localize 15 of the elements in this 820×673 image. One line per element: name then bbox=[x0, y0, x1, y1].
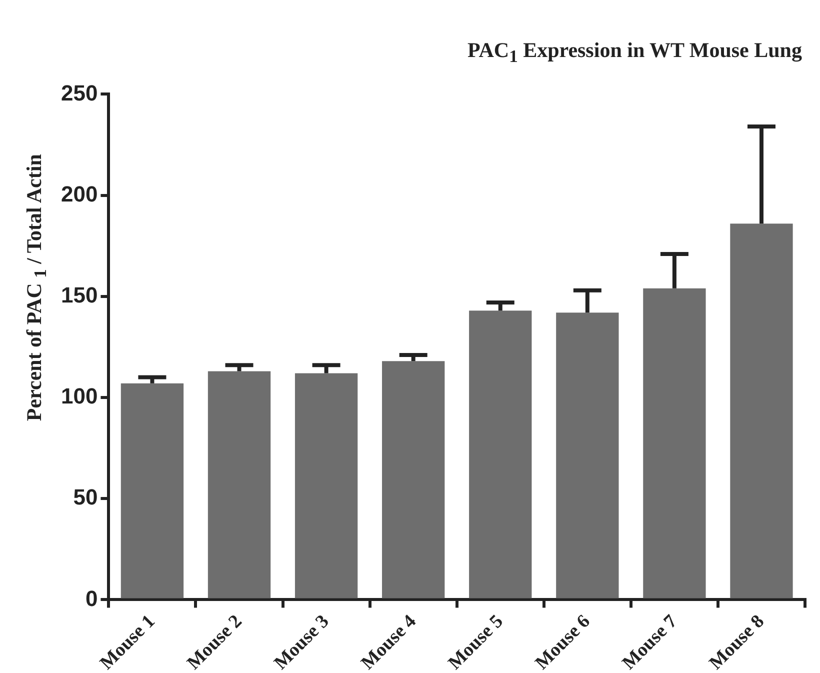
bar bbox=[469, 310, 532, 598]
bar bbox=[730, 224, 793, 598]
bar bbox=[208, 371, 271, 598]
y-tick-label: 0 bbox=[85, 586, 98, 611]
bar bbox=[643, 288, 706, 598]
chart-title: PAC$_{1}$ Expression in WT Mouse Lung bbox=[467, 38, 802, 68]
y-tick-label: 50 bbox=[73, 484, 98, 510]
bar bbox=[382, 361, 445, 598]
y-tick-label: 100 bbox=[60, 384, 98, 409]
y-tick-label: 150 bbox=[60, 282, 98, 308]
bar bbox=[556, 312, 619, 598]
bar bbox=[294, 373, 358, 598]
y-tick-label: 200 bbox=[60, 181, 98, 206]
bar bbox=[120, 383, 184, 598]
y-tick-label: 250 bbox=[60, 80, 98, 106]
